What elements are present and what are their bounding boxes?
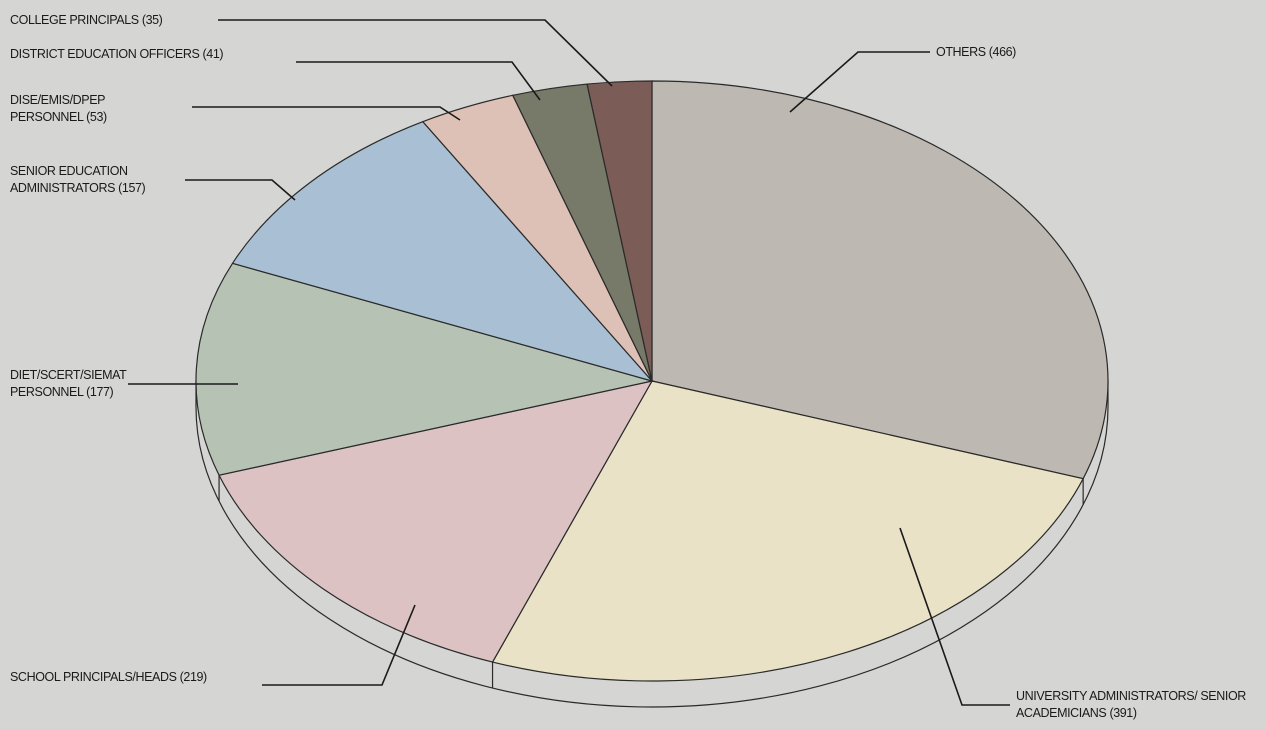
- category-name: COLLEGE PRINCIPALS: [10, 13, 139, 27]
- slice-label: OTHERS (466): [936, 44, 1136, 61]
- slice-label: SCHOOL PRINCIPALS/HEADS (219): [10, 669, 270, 686]
- value-label: (177): [86, 385, 114, 399]
- category-name: DIET/SCERT/SIEMAT PERSONNEL: [10, 368, 127, 399]
- slice-label: SENIOR EDUCATION ADMINISTRATORS (157): [10, 163, 195, 197]
- leader-line: [262, 604, 416, 686]
- value-label: (41): [202, 47, 224, 61]
- pie-slice: [586, 80, 653, 382]
- slice-label: DISE/EMIS/DPEP PERSONNEL (53): [10, 92, 150, 126]
- category-name: UNIVERSITY ADMINISTRATORS/ SENIOR ACADEM…: [1016, 689, 1246, 720]
- leader-line: [789, 51, 930, 113]
- value-label: (157): [118, 181, 146, 195]
- slice-label: UNIVERSITY ADMINISTRATORS/ SENIOR ACADEM…: [1016, 688, 1265, 722]
- slice-label: DISTRICT EDUCATION OFFICERS (41): [10, 46, 310, 63]
- leader-line: [185, 179, 296, 201]
- pie-slice: [651, 80, 1109, 480]
- value-label: (466): [988, 45, 1017, 59]
- category-name: DISTRICT EDUCATION OFFICERS: [10, 47, 200, 61]
- value-label: (391): [1109, 706, 1137, 720]
- leader-line: [899, 527, 1010, 706]
- pie-slice: [218, 380, 654, 663]
- slice-label: DIET/SCERT/SIEMAT PERSONNEL (177): [10, 367, 140, 401]
- leader-line: [218, 19, 613, 87]
- pie-slice: [231, 120, 654, 383]
- value-label: (219): [179, 670, 208, 684]
- category-name: SENIOR EDUCATION ADMINISTRATORS: [10, 164, 128, 195]
- category-name: SCHOOL PRINCIPALS/HEADS: [10, 670, 177, 684]
- leader-line: [192, 106, 461, 121]
- category-name: OTHERS: [936, 45, 986, 59]
- leader-line: [296, 61, 541, 101]
- value-label: (53): [86, 110, 107, 124]
- slice-label: COLLEGE PRINCIPALS (35): [10, 12, 230, 29]
- pie-slice: [491, 380, 1085, 682]
- value-label: (35): [141, 13, 163, 27]
- pie-slice: [195, 262, 653, 476]
- category-name: DISE/EMIS/DPEP PERSONNEL: [10, 93, 105, 124]
